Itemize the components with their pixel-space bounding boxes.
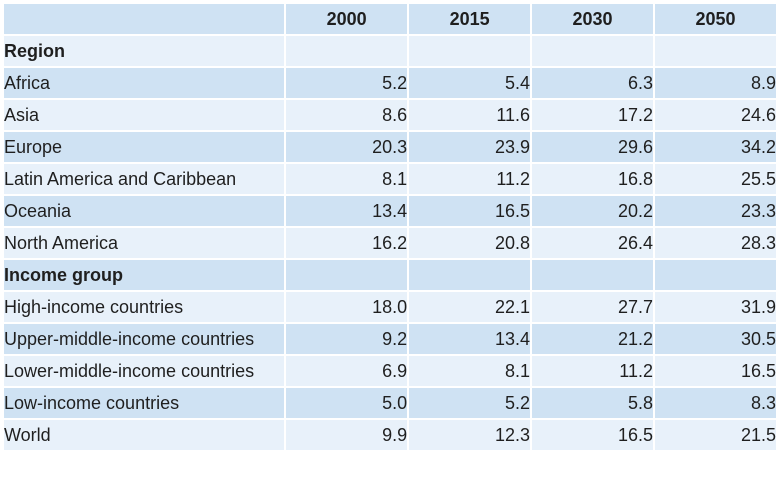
section-row: Region xyxy=(4,36,776,66)
cell-value: 30.5 xyxy=(655,324,776,354)
cell-value: 8.1 xyxy=(286,164,408,194)
cell-value: 9.2 xyxy=(286,324,408,354)
section-title: Income group xyxy=(4,260,285,290)
table-row: High-income countries 18.0 22.1 27.7 31.… xyxy=(4,292,776,322)
cell-value: 17.2 xyxy=(532,100,653,130)
cell-value: 20.8 xyxy=(409,228,531,258)
header-cell-2015: 2015 xyxy=(409,4,531,34)
cell-value: 16.8 xyxy=(532,164,653,194)
table-row: World 9.9 12.3 16.5 21.5 xyxy=(4,420,776,450)
cell-value: 21.5 xyxy=(655,420,776,450)
row-label: Latin America and Caribbean xyxy=(4,164,285,194)
header-cell-2030: 2030 xyxy=(532,4,653,34)
cell-value: 12.3 xyxy=(409,420,531,450)
cell-value: 21.2 xyxy=(532,324,653,354)
cell-value: 31.9 xyxy=(655,292,776,322)
row-label: World xyxy=(4,420,285,450)
cell-value: 8.9 xyxy=(655,68,776,98)
cell-value: 16.5 xyxy=(655,356,776,386)
table-row: Latin America and Caribbean 8.1 11.2 16.… xyxy=(4,164,776,194)
cell-value: 23.3 xyxy=(655,196,776,226)
row-label: High-income countries xyxy=(4,292,285,322)
cell-value: 16.5 xyxy=(532,420,653,450)
cell-value: 11.2 xyxy=(409,164,531,194)
row-label: Low-income countries xyxy=(4,388,285,418)
cell-value: 22.1 xyxy=(409,292,531,322)
cell-value: 26.4 xyxy=(532,228,653,258)
cell-value: 5.2 xyxy=(409,388,531,418)
cell-value: 8.3 xyxy=(655,388,776,418)
cell-value: 13.4 xyxy=(286,196,408,226)
table-row: North America 16.2 20.8 26.4 28.3 xyxy=(4,228,776,258)
cell-value: 24.6 xyxy=(655,100,776,130)
cell-value: 5.8 xyxy=(532,388,653,418)
cell-value: 9.9 xyxy=(286,420,408,450)
cell-value: 20.2 xyxy=(532,196,653,226)
cell-value: 23.9 xyxy=(409,132,531,162)
table-row: Oceania 13.4 16.5 20.2 23.3 xyxy=(4,196,776,226)
cell-value: 5.4 xyxy=(409,68,531,98)
cell-value: 6.9 xyxy=(286,356,408,386)
table-row: Africa 5.2 5.4 6.3 8.9 xyxy=(4,68,776,98)
cell-value: 29.6 xyxy=(532,132,653,162)
cell-value: 34.2 xyxy=(655,132,776,162)
data-table: 2000 2015 2030 2050 Region Africa 5.2 5.… xyxy=(2,2,778,452)
header-row: 2000 2015 2030 2050 xyxy=(4,4,776,34)
cell-value: 11.6 xyxy=(409,100,531,130)
table-row: Europe 20.3 23.9 29.6 34.2 xyxy=(4,132,776,162)
table-row: Asia 8.6 11.6 17.2 24.6 xyxy=(4,100,776,130)
cell-value: 11.2 xyxy=(532,356,653,386)
cell-value: 13.4 xyxy=(409,324,531,354)
section-title: Region xyxy=(4,36,285,66)
cell-value: 6.3 xyxy=(532,68,653,98)
cell-value: 25.5 xyxy=(655,164,776,194)
cell-value: 16.5 xyxy=(409,196,531,226)
cell-value: 8.1 xyxy=(409,356,531,386)
header-cell-2000: 2000 xyxy=(286,4,408,34)
row-label: Asia xyxy=(4,100,285,130)
cell-value: 18.0 xyxy=(286,292,408,322)
section-row: Income group xyxy=(4,260,776,290)
row-label: Africa xyxy=(4,68,285,98)
row-label: Oceania xyxy=(4,196,285,226)
row-label: Lower-middle-income countries xyxy=(4,356,285,386)
row-label: North America xyxy=(4,228,285,258)
cell-value: 28.3 xyxy=(655,228,776,258)
cell-value: 16.2 xyxy=(286,228,408,258)
cell-value: 5.2 xyxy=(286,68,408,98)
row-label: Europe xyxy=(4,132,285,162)
cell-value: 27.7 xyxy=(532,292,653,322)
table-row: Upper-middle-income countries 9.2 13.4 2… xyxy=(4,324,776,354)
row-label: Upper-middle-income countries xyxy=(4,324,285,354)
table-row: Lower-middle-income countries 6.9 8.1 11… xyxy=(4,356,776,386)
header-cell-2050: 2050 xyxy=(655,4,776,34)
header-cell-blank xyxy=(4,4,285,34)
table-row: Low-income countries 5.0 5.2 5.8 8.3 xyxy=(4,388,776,418)
cell-value: 20.3 xyxy=(286,132,408,162)
cell-value: 8.6 xyxy=(286,100,408,130)
cell-value: 5.0 xyxy=(286,388,408,418)
